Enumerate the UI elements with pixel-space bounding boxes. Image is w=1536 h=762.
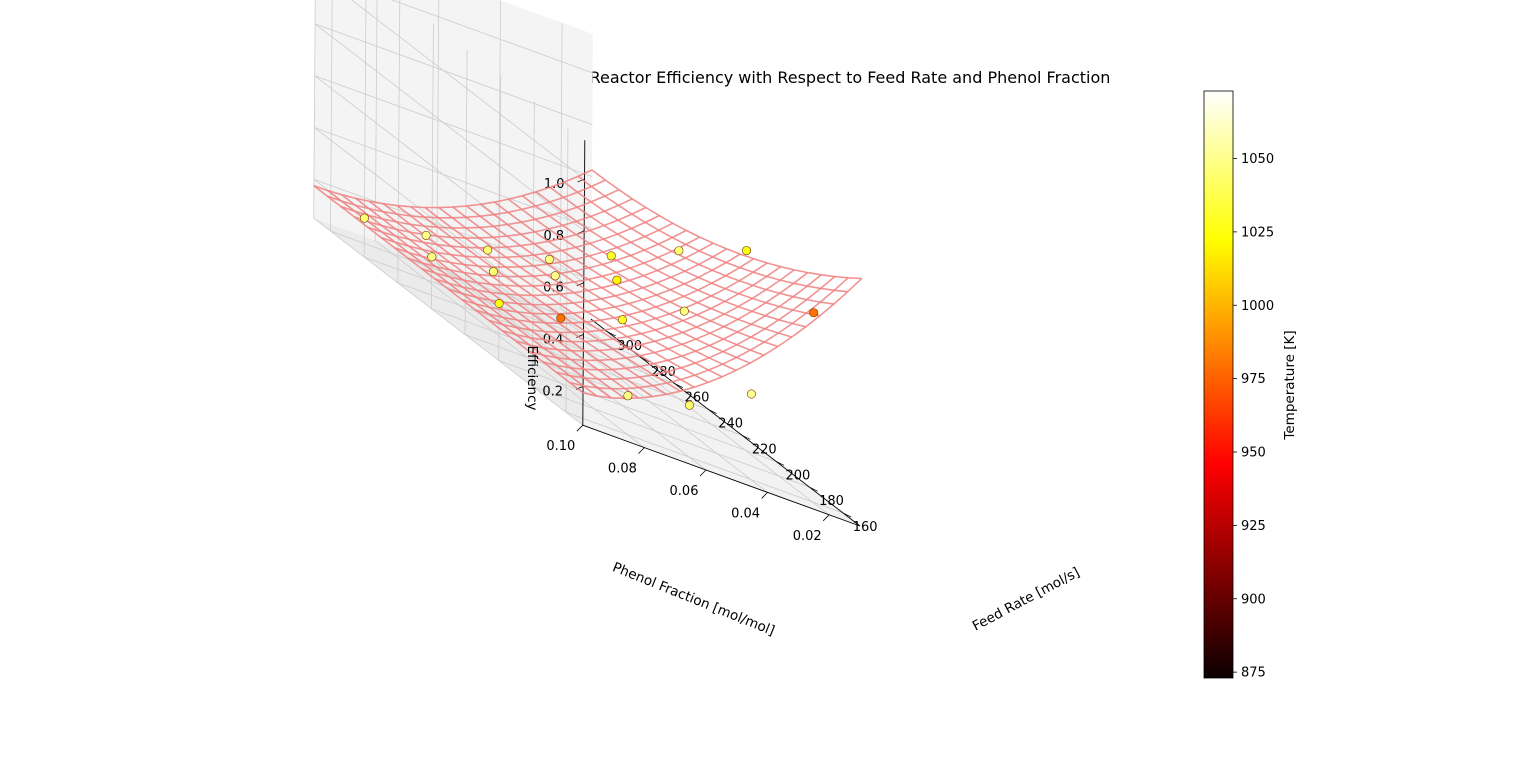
data-point <box>746 389 756 399</box>
surface-wire <box>494 201 765 356</box>
colorbar-tick-label: 975 <box>1241 372 1266 387</box>
colorbar-tick-label: 950 <box>1241 446 1266 461</box>
data-point <box>679 306 689 316</box>
surface-wire <box>466 205 737 372</box>
surface-wire <box>424 206 695 388</box>
colorbar: 875 900 925 950 975 1000 1025 1050 Temperature … <box>1203 90 1298 681</box>
phenol-tick-mark <box>822 514 830 522</box>
data-point <box>617 315 627 325</box>
data-point <box>483 245 493 255</box>
feed-tick-label: 220 <box>752 442 777 457</box>
feed-tick-mark <box>775 460 785 466</box>
surface-wire <box>327 189 598 397</box>
data-point <box>809 308 819 318</box>
z-axis-label: Efficiency <box>524 345 540 410</box>
phenol-tick-label: 0.04 <box>731 506 760 521</box>
feed-tick-mark <box>742 435 751 440</box>
feed-tick-label: 200 <box>785 468 810 483</box>
x-axis-label: Feed Rate [mol/s] <box>970 564 1083 634</box>
data-point <box>623 391 633 401</box>
phenol-axis-line <box>582 424 861 527</box>
surface-wire <box>313 185 584 394</box>
surface-wire <box>521 195 793 338</box>
grid-line-phenol <box>436 262 707 471</box>
surface-wire <box>410 206 681 392</box>
surface-wire <box>549 186 820 317</box>
feed-tick-mark <box>809 486 818 492</box>
colorbar-label: Temperature [K] <box>1282 330 1298 440</box>
data-point <box>606 251 616 261</box>
y-axis-label: Phenol Fraction [mol/mol] <box>610 559 777 639</box>
data-point <box>741 246 751 256</box>
data-point <box>427 252 437 262</box>
colorbar-tick-label: 1050 <box>1241 152 1274 167</box>
surface-wire <box>591 169 862 280</box>
colorbar-tick-label: 1000 <box>1241 299 1274 314</box>
surface-wire <box>535 191 806 328</box>
grid-line-phenol <box>559 307 830 516</box>
surface-wire <box>480 203 751 364</box>
grid-line-phenol <box>313 217 584 426</box>
feed-tick-label: 180 <box>819 494 844 509</box>
feed-tick-label: 240 <box>718 417 743 432</box>
grid-line-efficiency <box>314 23 593 126</box>
plot-scene <box>313 169 863 410</box>
grid-line-efficiency <box>314 127 592 229</box>
data-point <box>550 271 560 281</box>
colorbar-tick-label: 925 <box>1241 519 1266 534</box>
phenol-tick-label: 0.10 <box>546 439 575 454</box>
phenol-tick-mark <box>576 424 584 432</box>
grid-line-feed <box>565 411 844 514</box>
grid-line-efficiency <box>314 23 585 232</box>
phenol-tick-mark <box>638 447 645 454</box>
data-point <box>494 298 504 308</box>
data-point <box>359 213 369 223</box>
colorbar-tick-label: 875 <box>1241 666 1266 681</box>
surface-wire <box>396 204 667 395</box>
grid-line-phenol <box>375 240 645 448</box>
data-point <box>488 267 498 277</box>
grid-line-efficiency <box>314 75 593 177</box>
colorbar-ticks: 875 900 925 950 975 1000 1025 1050 <box>1233 152 1274 681</box>
feed-tick-mark <box>843 512 852 518</box>
feed-tick-mark <box>674 383 684 389</box>
grid-line-efficiency <box>391 0 593 74</box>
data-point <box>556 313 566 323</box>
grid-line-feed <box>464 334 743 436</box>
feed-tick-label: 160 <box>853 520 878 535</box>
phenol-tick-label: 0.08 <box>608 462 637 477</box>
surface-wire <box>563 181 834 305</box>
surface-wire <box>507 198 779 348</box>
surface-wire <box>368 200 640 399</box>
phenol-tick-mark <box>699 469 707 477</box>
grid-line-efficiency <box>314 75 585 284</box>
chart-title: Reactor Efficiency with Respect to Feed … <box>590 68 1111 87</box>
grid-line-feed <box>532 386 810 488</box>
data-point <box>674 246 684 256</box>
grid-line-efficiency <box>351 0 585 180</box>
surface-wire <box>577 175 848 293</box>
efficiency-tick-label: 0.2 <box>542 384 563 399</box>
efficiency-tick-label: 0.8 <box>543 229 564 244</box>
phenol-tick-label: 0.06 <box>670 484 699 499</box>
colorbar-gradient <box>1203 90 1234 679</box>
data-point <box>612 275 622 285</box>
feed-tick-mark <box>607 331 616 337</box>
phenol-tick-mark <box>761 492 768 499</box>
surface-wire <box>452 206 723 378</box>
colorbar-tick-label: 900 <box>1241 592 1266 607</box>
surface-wire <box>438 206 709 384</box>
feed-tick-mark <box>708 409 717 414</box>
surface-wire <box>341 194 612 399</box>
data-point <box>421 230 431 240</box>
phenol-tick-label: 0.02 <box>793 529 822 544</box>
colorbar-tick-label: 1025 <box>1241 225 1274 240</box>
grid-line-phenol <box>498 285 768 493</box>
data-point <box>544 254 554 264</box>
grid-line-feed <box>498 360 777 462</box>
surface-wire <box>355 197 626 400</box>
data-point <box>684 400 694 410</box>
